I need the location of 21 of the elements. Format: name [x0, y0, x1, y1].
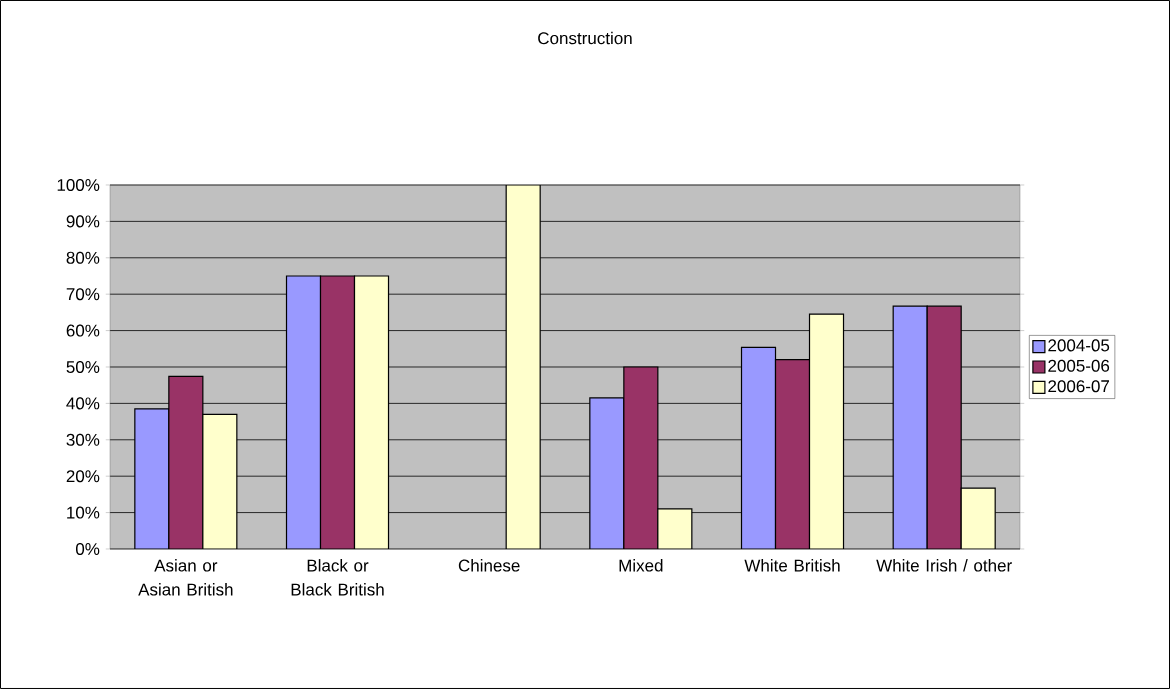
y-tick-label: 10% — [67, 506, 100, 519]
legend-label: 2006-07 — [1048, 380, 1109, 393]
chart-title: Construction — [538, 31, 632, 45]
y-tick-label: 80% — [66, 251, 100, 264]
x-tick-label: White British — [744, 559, 840, 572]
x-tick-label: White Irish / other — [876, 559, 1012, 572]
y-tick-label: 60% — [66, 324, 100, 337]
y-tick-label: 20% — [66, 470, 100, 483]
legend-label: 2005-06 — [1048, 359, 1110, 372]
y-tick-label: 70% — [66, 288, 100, 301]
y-tick-label: 50% — [66, 360, 100, 374]
y-tick-label: 90% — [66, 215, 100, 228]
y-tick-label: 30% — [66, 433, 100, 446]
y-tick-label: 0% — [75, 542, 100, 556]
y-tick-label: 100% — [57, 178, 100, 192]
y-tick-label: 40% — [66, 397, 100, 410]
x-tick-label: Chinese — [458, 559, 520, 572]
x-tick-label: Asian or Asian British — [138, 559, 233, 596]
x-tick-label: Black or Black British — [291, 559, 384, 596]
x-tick-label: Mixed — [619, 559, 663, 572]
legend-label: 2004-05 — [1048, 339, 1110, 352]
